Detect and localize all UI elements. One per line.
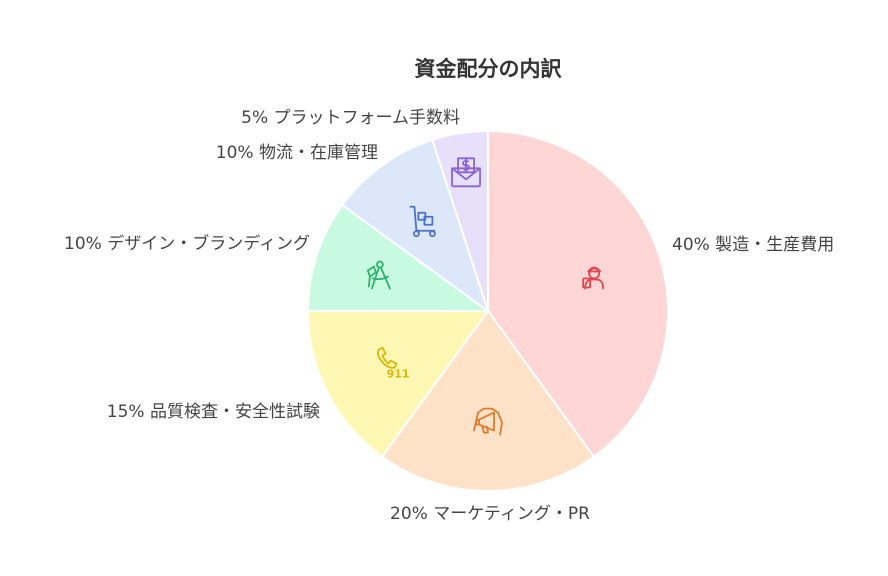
pie-slice [487,129,669,459]
slice-label: 20% マーケティング・PR [390,504,590,524]
chart-title: 資金配分の内訳 [415,57,563,81]
slice-label: 10% デザイン・ブランディング [64,233,310,254]
pie-slice [380,309,596,492]
pie-slice [431,129,489,312]
slice-icons: 911 [366,157,605,436]
megaphone-icon [473,407,503,436]
hand-truck-icon [409,205,436,238]
engineer-icon [582,266,605,290]
phone-911-icon: 911 [377,346,410,381]
slice-label: 15% 品質検査・安全性試験 [107,402,320,422]
slice-label: 5% プラットフォーム手数料 [241,108,460,128]
slice-labels: 40% 製造・生産費用 20% マーケティング・PR 15% 品質検査・安全性試験 1… [64,108,834,524]
dollar-envelope-icon [451,157,481,188]
pie-slices [306,129,669,492]
svg-text:911: 911 [387,368,410,381]
slice-label: 40% 製造・生産費用 [672,235,834,255]
pie-slice [306,203,492,312]
drafting-compass-icon [366,260,391,290]
pie-slice [306,310,490,459]
slice-label: 10% 物流・在庫管理 [216,143,378,163]
